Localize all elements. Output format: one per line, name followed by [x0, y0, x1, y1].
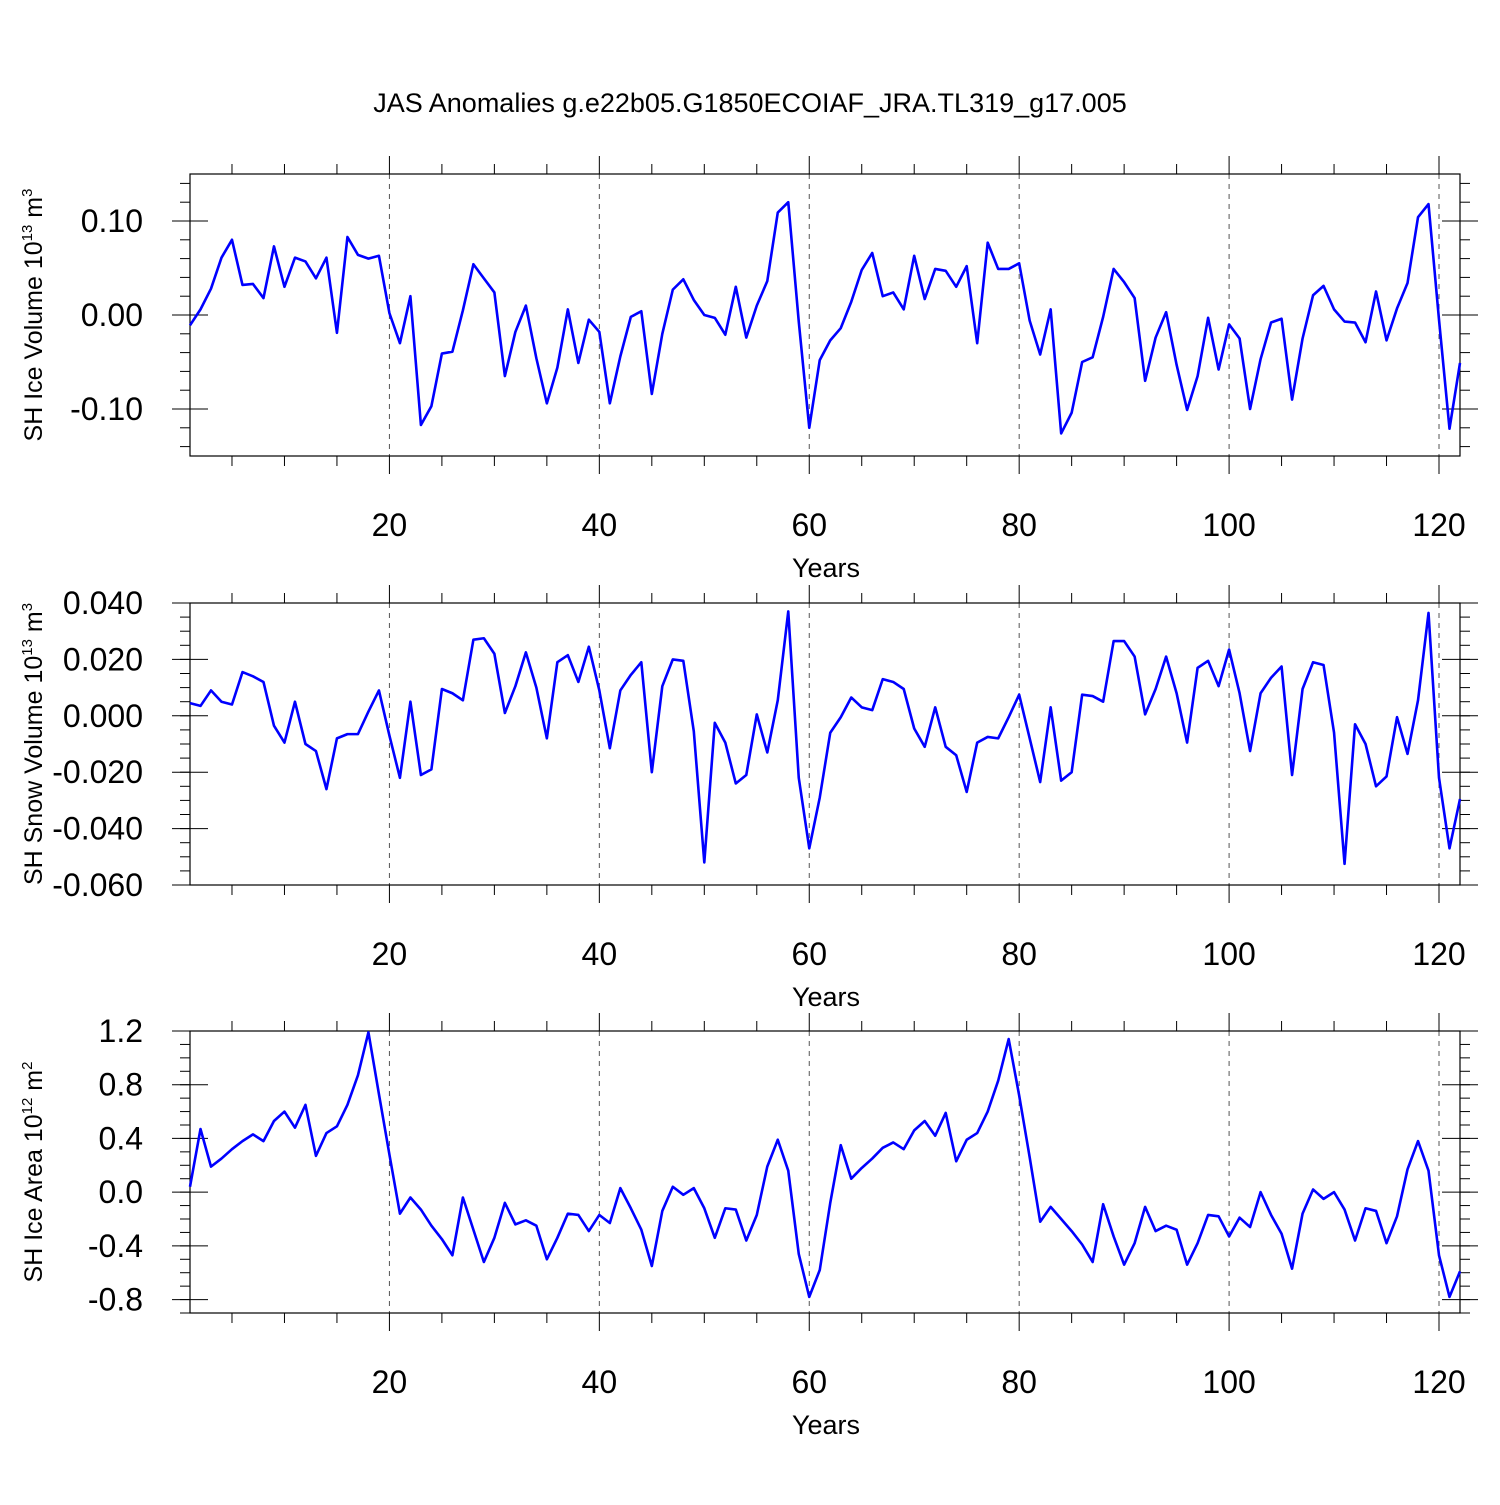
y-tick-label: 0.10 — [81, 203, 143, 239]
x-axis-label: Years — [792, 982, 860, 1012]
y-axis-label: SH Ice Area 1012 m2 — [19, 1062, 48, 1283]
x-tick-label-60: 60 — [791, 936, 827, 972]
panel-3: 20 40 60 80 100 120 -0.8 -0.4 0.0 0.4 0.8 1.2 Years S… — [19, 1013, 1478, 1440]
x-tick-label-100: 100 — [1202, 936, 1255, 972]
y-label-main: SH Snow Volume 10 — [20, 656, 48, 885]
y-tick-label: 1.2 — [99, 1013, 143, 1049]
x-tick-label-20: 20 — [372, 507, 408, 543]
y-label-exponent: 13 — [19, 225, 36, 242]
y-label-main: SH Ice Area 10 — [20, 1114, 48, 1282]
y-tick-label: -0.8 — [88, 1282, 143, 1318]
y-label-unit-exponent: 3 — [19, 189, 36, 197]
x-axis-label: Years — [792, 553, 860, 583]
panel-1: 20 40 60 80 100 120 -0.10 0.00 0.10 Years SH Ice V… — [19, 156, 1478, 583]
y-tick-label: -0.060 — [52, 867, 143, 903]
x-tick-label-100: 100 — [1202, 1364, 1255, 1400]
x-tick-label-100: 100 — [1202, 507, 1255, 543]
x-tick-label-40: 40 — [582, 507, 618, 543]
y-label-exponent: 13 — [19, 639, 36, 656]
x-tick-label-20: 20 — [372, 936, 408, 972]
x-tick-label-40: 40 — [582, 1364, 618, 1400]
y-tick-label: -0.020 — [52, 754, 143, 790]
y-label-unit-exponent: 2 — [19, 1062, 36, 1070]
y-label-main: SH Ice Volume 10 — [20, 241, 48, 441]
x-tick-label-80: 80 — [1001, 936, 1037, 972]
x-tick-label-120: 120 — [1412, 507, 1465, 543]
x-tick-label-120: 120 — [1412, 1364, 1465, 1400]
x-tick-label-60: 60 — [791, 1364, 827, 1400]
series-line — [188, 200, 1462, 435]
panel-2: 20 40 60 80 100 120 -0.060 -0.040 -0.020 0.000 0.0… — [19, 585, 1478, 1012]
plot-frame — [189, 173, 1461, 457]
y-tick-label: -0.10 — [70, 391, 143, 427]
figure-title: JAS Anomalies g.e22b05.G1850ECOIAF_JRA.T… — [373, 88, 1126, 118]
y-label-exponent: 12 — [19, 1098, 36, 1115]
x-tick-label-80: 80 — [1001, 507, 1037, 543]
y-tick-label: 0.000 — [63, 698, 143, 734]
x-tick-label-60: 60 — [791, 507, 827, 543]
y-tick-label: 0.00 — [81, 297, 143, 333]
plot-frame — [189, 1030, 1461, 1314]
y-tick-label: 0.4 — [99, 1120, 143, 1156]
x-tick-label-80: 80 — [1001, 1364, 1037, 1400]
y-tick-label: -0.040 — [52, 811, 143, 847]
series-line — [189, 610, 1462, 866]
x-axis-label: Years — [792, 1410, 860, 1440]
x-tick-label-120: 120 — [1412, 936, 1465, 972]
x-tick-label-40: 40 — [582, 936, 618, 972]
y-tick-label: 0.020 — [63, 641, 143, 677]
y-axis-label: SH Snow Volume 1013 m3 — [19, 603, 48, 885]
y-label-unit: m — [20, 611, 48, 639]
y-tick-label: 0.0 — [99, 1174, 143, 1210]
y-label-unit: m — [20, 1070, 48, 1098]
y-tick-label: -0.4 — [88, 1228, 143, 1264]
series-line — [188, 1031, 1462, 1299]
plot-frame — [189, 602, 1461, 886]
y-label-unit-exponent: 3 — [19, 603, 36, 611]
x-tick-label-20: 20 — [372, 1364, 408, 1400]
y-tick-label: 0.040 — [63, 585, 143, 621]
y-label-unit: m — [20, 197, 48, 225]
y-axis-label: SH Ice Volume 1013 m3 — [19, 189, 48, 442]
y-tick-label: 0.8 — [99, 1067, 143, 1103]
